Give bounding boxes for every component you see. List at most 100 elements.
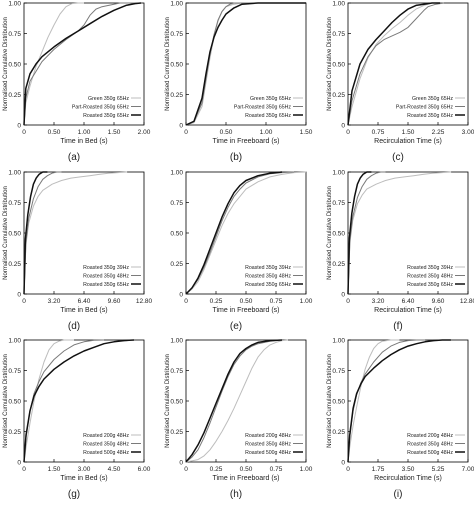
- x-tick-label: 1.50: [402, 129, 415, 136]
- y-tick-label: 0.75: [8, 200, 21, 207]
- x-tick-label: 0.50: [48, 129, 61, 136]
- x-tick-label: 1.50: [48, 466, 61, 473]
- series-line-1: [347, 339, 400, 463]
- y-tick-label: 0.25: [8, 429, 21, 436]
- x-tick-label: 3.00: [78, 466, 91, 473]
- y-tick-label: 0.25: [170, 429, 183, 436]
- series-line-1: [23, 2, 84, 126]
- legend-label: Roasted 350g 39Hz: [245, 265, 291, 271]
- y-tick-label: 1.00: [170, 170, 183, 177]
- legend-label: Roasted 350g 65Hz: [83, 113, 129, 119]
- series-line-2: [347, 171, 386, 295]
- legend-label: Green 350g 65Hz: [250, 96, 291, 102]
- y-tick-label: 0.50: [332, 231, 345, 238]
- series-line-3: [347, 2, 440, 126]
- legend-label: Roasted 200g 48Hz: [407, 433, 453, 439]
- y-axis-label: Normalised Cumulative Distribution: [3, 17, 9, 111]
- x-axis-label: Recirculation Time (s): [374, 307, 442, 314]
- series-line-1: [185, 339, 289, 463]
- y-tick-label: 0.75: [8, 31, 21, 38]
- legend-label: Roasted 500g 48Hz: [83, 450, 129, 456]
- x-tick-label: 0: [346, 298, 350, 305]
- series-line-2: [23, 171, 62, 295]
- y-tick-label: 0.75: [170, 200, 183, 207]
- panel-label: (a): [68, 152, 80, 163]
- chart-panel-d: 0 0.25 0.50 0.75 1.00 0 3.20 6.40 9.60 12.80 Roast…: [3, 170, 153, 333]
- series-line-2: [185, 339, 283, 463]
- chart-panel-e: 0 0.25 0.50 0.75 1.00 0 0.25 0.50 0.75 1.00 Roaste…: [170, 170, 312, 333]
- y-tick-label: 0.25: [332, 92, 345, 99]
- x-tick-label: 6.40: [402, 298, 415, 305]
- chart-panel-f: 0 0.25 0.50 0.75 1.00 0 3.20 6.40 9.60 12.80 Roast…: [327, 170, 474, 333]
- x-tick-label: 9.60: [108, 298, 121, 305]
- x-tick-label: 0: [22, 466, 26, 473]
- y-tick-label: 1.00: [332, 338, 345, 345]
- series-line-1: [23, 339, 74, 463]
- x-tick-label: 0.50: [240, 466, 253, 473]
- y-tick-label: 0: [17, 460, 21, 467]
- legend-label: Roasted 200g 48Hz: [245, 433, 291, 439]
- x-axis-label: Recirculation Time (s): [374, 475, 442, 482]
- y-tick-label: 0: [17, 123, 21, 130]
- chart-panel-h: 0 0.25 0.50 0.75 1.00 0 0.25 0.50 0.75 1.00 Roaste…: [165, 338, 313, 501]
- legend-label: Roasted 350g 65Hz: [83, 282, 129, 288]
- series-line-3: [185, 2, 306, 126]
- y-tick-label: 0: [341, 123, 345, 130]
- legend-label: Roasted 350g 48Hz: [83, 274, 129, 280]
- y-axis-label: Normalised Cumulative Distribution: [3, 186, 9, 280]
- series-line-2: [347, 2, 445, 126]
- y-tick-label: 0.75: [332, 31, 345, 38]
- legend-label: Part-Roasted 350g 65Hz: [234, 105, 292, 111]
- y-tick-label: 0.25: [332, 429, 345, 436]
- x-tick-label: 5.25: [432, 466, 445, 473]
- y-axis-label: Normalised Cumulative Distribution: [327, 17, 333, 111]
- legend-label: Roasted 350g 65Hz: [245, 282, 291, 288]
- y-tick-label: 0: [341, 460, 345, 467]
- series-line-3: [185, 171, 283, 295]
- chart-panel-b: 0 0.25 0.50 0.75 1.00 0 0.50 1.00 1.50 Green 350g…: [165, 1, 313, 164]
- y-tick-label: 0.50: [170, 231, 183, 238]
- series-line-1: [347, 2, 440, 126]
- y-axis-label: Normalised Cumulative Distribution: [165, 17, 171, 111]
- y-tick-label: 1.00: [332, 1, 345, 8]
- x-tick-label: 7.00: [462, 466, 474, 473]
- y-tick-label: 0.25: [170, 261, 183, 268]
- y-tick-label: 1.00: [8, 338, 21, 345]
- y-tick-label: 0.50: [332, 399, 345, 406]
- y-tick-label: 0.75: [8, 368, 21, 375]
- chart-panel-i: 0 0.25 0.50 0.75 1.00 0 1.75 3.50 5.25 7.00 Roaste…: [327, 338, 474, 501]
- x-tick-label: 1.50: [300, 129, 313, 136]
- x-tick-label: 4.50: [108, 466, 121, 473]
- x-axis-label: Time in Freeboard (s): [212, 307, 279, 314]
- x-tick-label: 2.00: [138, 129, 151, 136]
- panel-label: (e): [230, 321, 242, 332]
- x-tick-label: 1.50: [108, 129, 121, 136]
- x-tick-label: 6.00: [138, 466, 151, 473]
- legend-label: Part-Roasted 350g 65Hz: [396, 105, 454, 111]
- y-tick-label: 1.00: [8, 170, 21, 177]
- x-tick-label: 0: [184, 129, 188, 136]
- x-tick-label: 0: [346, 129, 350, 136]
- x-tick-label: 0.75: [270, 298, 283, 305]
- x-tick-label: 0: [184, 298, 188, 305]
- x-tick-label: 3.20: [372, 298, 385, 305]
- x-tick-label: 0.25: [210, 466, 223, 473]
- y-axis-label: Normalised Cumulative Distribution: [165, 354, 171, 448]
- series-line-1: [347, 171, 452, 295]
- series-line-3: [347, 171, 372, 295]
- legend-label: Roasted 350g 48Hz: [407, 442, 453, 448]
- y-tick-label: 0: [17, 292, 21, 299]
- x-tick-label: 0.75: [372, 129, 385, 136]
- legend-label: Roasted 350g 65Hz: [407, 282, 453, 288]
- x-tick-label: 1.00: [300, 298, 313, 305]
- x-tick-label: 0.75: [270, 466, 283, 473]
- series-line-3: [347, 339, 451, 463]
- panel-label: (b): [230, 152, 242, 163]
- y-tick-label: 0.25: [332, 261, 345, 268]
- y-tick-label: 0: [179, 123, 183, 130]
- x-tick-label: 0: [22, 298, 26, 305]
- legend-label: Roasted 500g 48Hz: [245, 450, 291, 456]
- legend-label: Roasted 350g 48Hz: [407, 274, 453, 280]
